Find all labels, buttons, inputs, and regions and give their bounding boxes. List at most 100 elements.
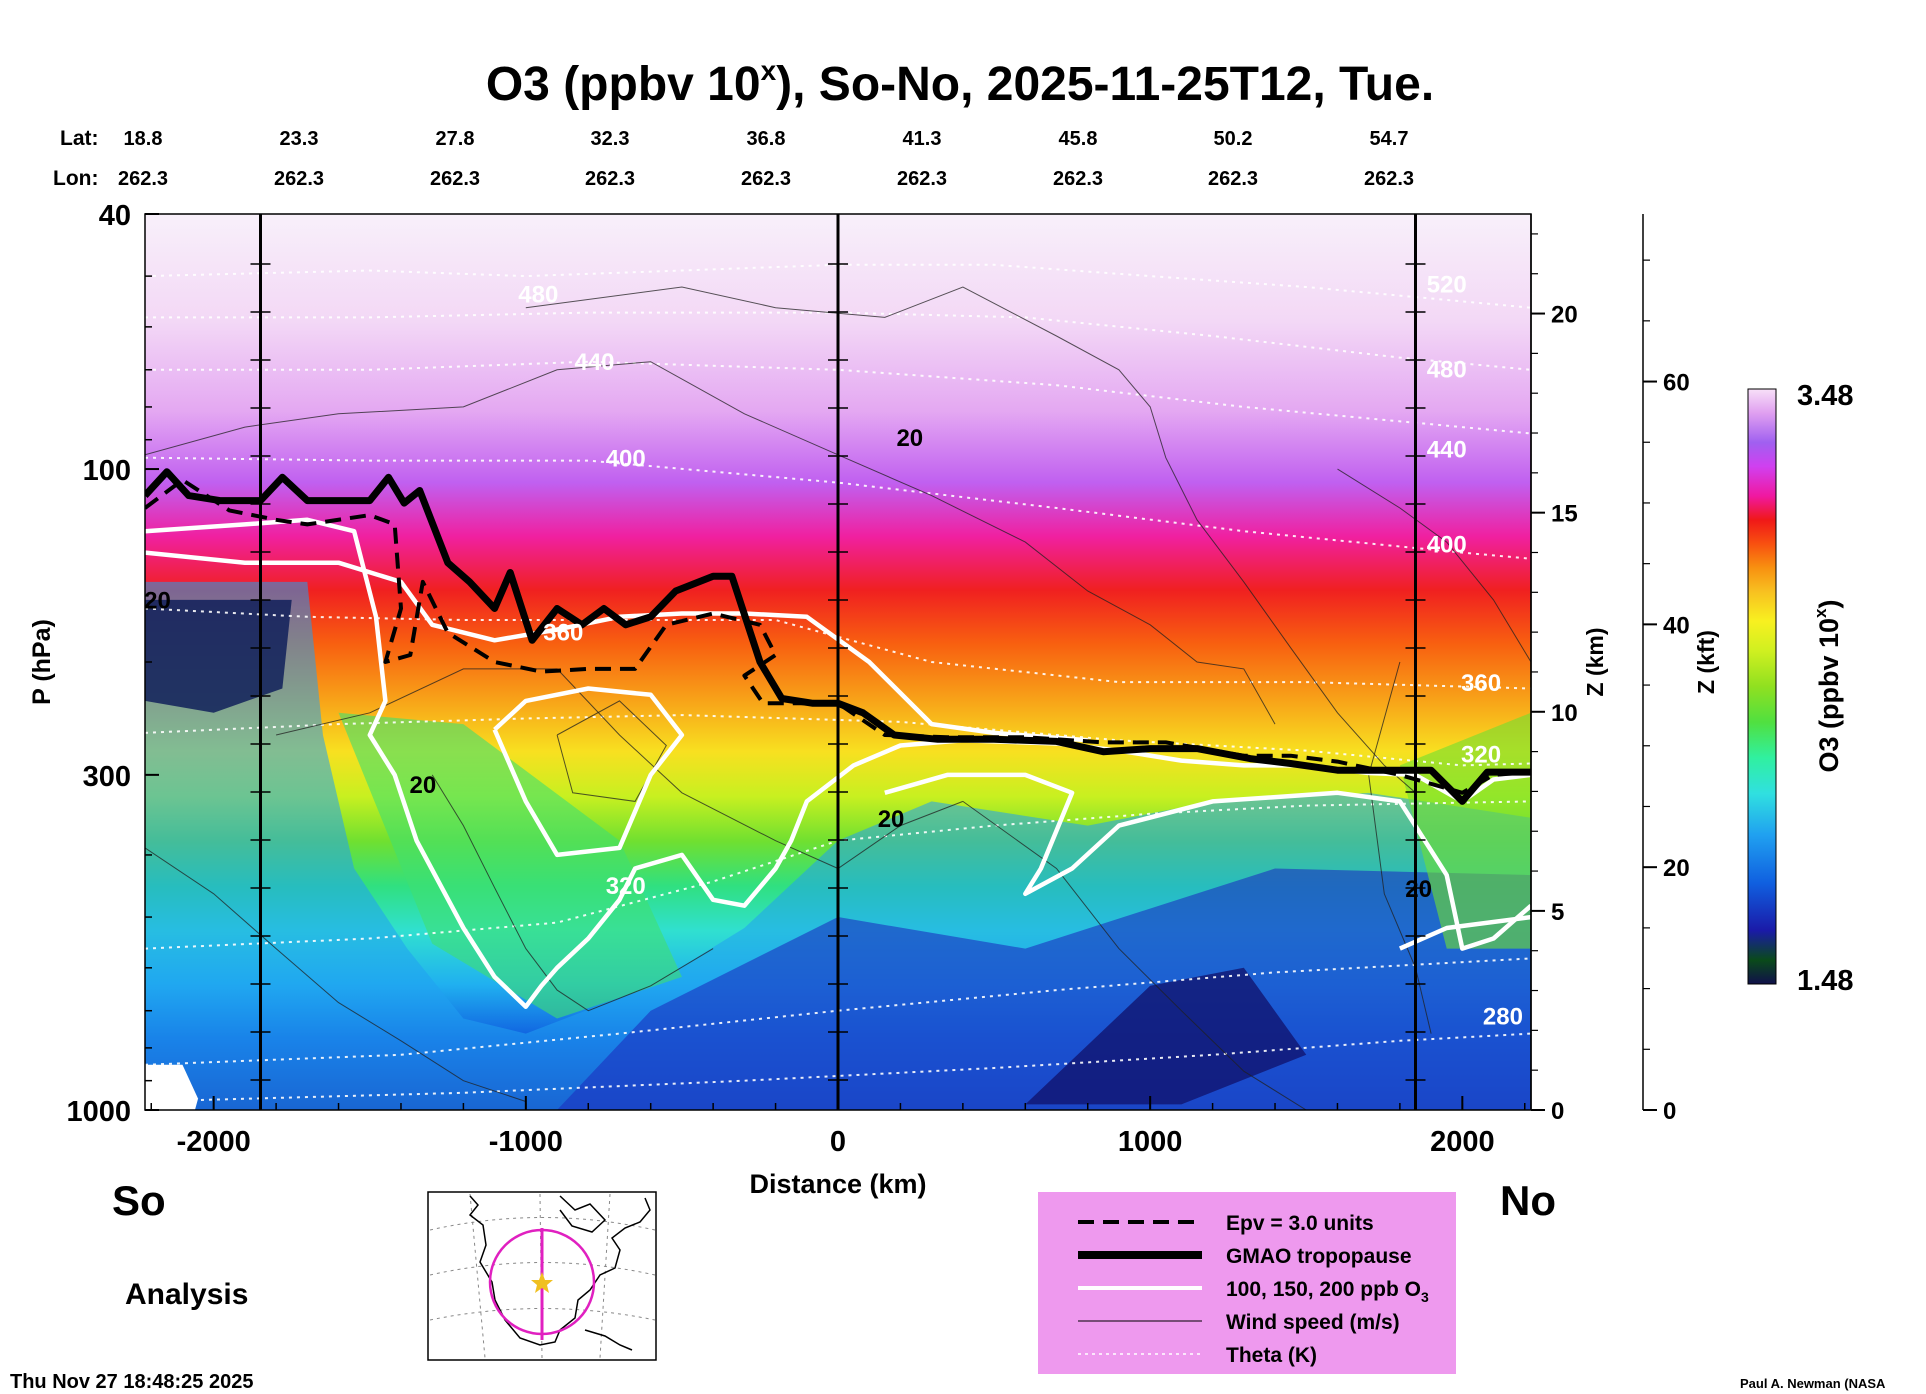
legend-label: GMAO tropopause <box>1226 1245 1412 1268</box>
lat-value: 41.3 <box>903 128 942 150</box>
x-tick-label: 2000 <box>1430 1126 1495 1158</box>
wind-contour <box>962 800 1307 1110</box>
wind-label: 20 <box>409 772 436 799</box>
lat-value: 50.2 <box>1214 128 1253 150</box>
credit: Paul A. Newman (NASA <box>1740 1376 1886 1391</box>
theta-label: 360 <box>543 619 583 646</box>
low-ozone-core <box>1025 967 1307 1105</box>
theta-contour <box>145 714 1531 767</box>
theta-label: 480 <box>1427 357 1467 384</box>
lat-value: 18.8 <box>124 128 163 150</box>
theta-label: 320 <box>606 873 646 900</box>
wind-contour <box>431 774 714 1012</box>
z-kft-tick-label: 0 <box>1663 1098 1676 1125</box>
axes: 40 100 300 1000 -2000 -1000 0 1000 2000 0 5 10 15 20 0… <box>66 200 1689 1158</box>
low-ozone-pocket <box>145 599 292 713</box>
z-km-axis-label: Z (km) <box>1582 628 1608 697</box>
theta-contour <box>145 360 1531 435</box>
wind-contour <box>1337 468 1531 663</box>
contour-labels: 480 440 400 360 320 520 480 440 400 360 320 280 20 20… <box>145 271 1523 1031</box>
plot-area: 480 440 400 360 320 520 480 440 400 360 320 280 20 20… <box>145 214 1531 1110</box>
theta-contour <box>145 1032 1531 1103</box>
lat-value: 36.8 <box>747 128 786 150</box>
map-coastline <box>468 1195 651 1351</box>
theta-label: 320 <box>1461 742 1501 769</box>
theta-label: 480 <box>518 282 558 309</box>
y-tick-label: 300 <box>83 761 131 793</box>
wind-speed-contours <box>145 286 1531 1110</box>
z-km-tick-label: 15 <box>1551 501 1578 528</box>
lon-value: 262.3 <box>274 168 324 190</box>
legend-label: Epv = 3.0 units <box>1226 1212 1374 1235</box>
tropopause-line <box>145 468 1531 805</box>
z-kft-tick-label: 40 <box>1663 612 1690 639</box>
wind-label: 20 <box>878 806 905 833</box>
theta-label: 440 <box>574 349 614 376</box>
wind-contour <box>1368 661 1432 1034</box>
theta-label: 440 <box>1427 437 1467 464</box>
tropopause-line-group <box>145 468 1531 805</box>
lon-value: 262.3 <box>1364 168 1414 190</box>
lat-value: 32.3 <box>591 128 630 150</box>
o3-ppb-contour <box>145 517 1531 1009</box>
wind-label: 20 <box>896 425 923 452</box>
theta-label: 400 <box>1427 532 1467 559</box>
legend-label: Theta (K) <box>1226 1344 1317 1367</box>
theta-label: 280 <box>1483 1004 1523 1031</box>
colorbar <box>1747 388 1777 985</box>
locator-map <box>427 1191 657 1361</box>
wind-contour <box>145 847 526 1102</box>
lat-lon-values: 18.8 23.3 27.8 32.3 36.8 41.3 45.8 50.2 54.7 262.… <box>118 128 1414 190</box>
colorbar-max-label: 3.48 <box>1797 380 1853 412</box>
colorbar-min-label: 1.48 <box>1797 965 1853 997</box>
lon-value: 262.3 <box>430 168 480 190</box>
z-km-tick-label: 20 <box>1551 302 1578 329</box>
north-label: No <box>1500 1177 1556 1224</box>
lon-value: 262.3 <box>1208 168 1258 190</box>
lon-value: 262.3 <box>741 168 791 190</box>
lat-value: 27.8 <box>436 128 475 150</box>
lon-value: 262.3 <box>897 168 947 190</box>
y-tick-label: 100 <box>83 455 131 487</box>
wind-contour <box>525 286 1416 794</box>
lat-value: 23.3 <box>280 128 319 150</box>
lon-row-label: Lon: <box>53 167 98 190</box>
wind-contour <box>275 668 964 870</box>
z-km-tick-label: 10 <box>1551 700 1578 727</box>
theta-contour <box>145 607 1531 690</box>
lat-value: 54.7 <box>1370 128 1409 150</box>
wind-label: 20 <box>1405 876 1432 903</box>
x-tick-label: 1000 <box>1118 1126 1183 1158</box>
chart-title: O3 (ppbv 10x), So-No, 2025-11-25T12, Tue… <box>486 55 1434 111</box>
legend-label: Wind speed (m/s) <box>1226 1311 1400 1334</box>
o3-ppb-contours <box>145 517 1531 1009</box>
mid-ozone-intrusion <box>338 712 682 1019</box>
lon-value: 262.3 <box>1053 168 1103 190</box>
theta-label: 400 <box>606 445 646 472</box>
south-label: So <box>112 1177 166 1224</box>
x-tick-label: -2000 <box>177 1126 251 1158</box>
x-axis-label: Distance (km) <box>749 1169 926 1199</box>
theta-contour <box>145 957 1531 1066</box>
z-km-tick-label: 5 <box>1551 899 1564 926</box>
vertical-reference-lines <box>250 214 1426 1110</box>
o3-ppb-contour <box>884 772 1531 951</box>
z-km-tick-label: 0 <box>1551 1098 1564 1125</box>
theta-contour <box>145 311 1531 371</box>
z-kft-axis-label: Z (kft) <box>1693 630 1719 694</box>
lon-value: 262.3 <box>118 168 168 190</box>
x-tick-label: -1000 <box>489 1126 563 1158</box>
lat-value: 45.8 <box>1059 128 1098 150</box>
y-tick-label: 1000 <box>66 1096 131 1128</box>
legend: Epv = 3.0 units GMAO tropopause 100, 150, … <box>1038 1192 1456 1374</box>
legend-label: 100, 150, 200 ppb O3 <box>1226 1278 1429 1305</box>
analysis-label: Analysis <box>125 1278 248 1311</box>
colorbar-label: O3 (ppbv 10x) <box>1811 599 1844 772</box>
z-kft-tick-label: 20 <box>1663 855 1690 882</box>
theta-label: 520 <box>1427 271 1467 298</box>
y-tick-label: 40 <box>99 200 131 232</box>
x-tick-label: 0 <box>830 1126 846 1158</box>
timestamp: Thu Nov 27 18:48:25 2025 <box>10 1371 253 1393</box>
center-star-icon <box>531 1272 553 1293</box>
